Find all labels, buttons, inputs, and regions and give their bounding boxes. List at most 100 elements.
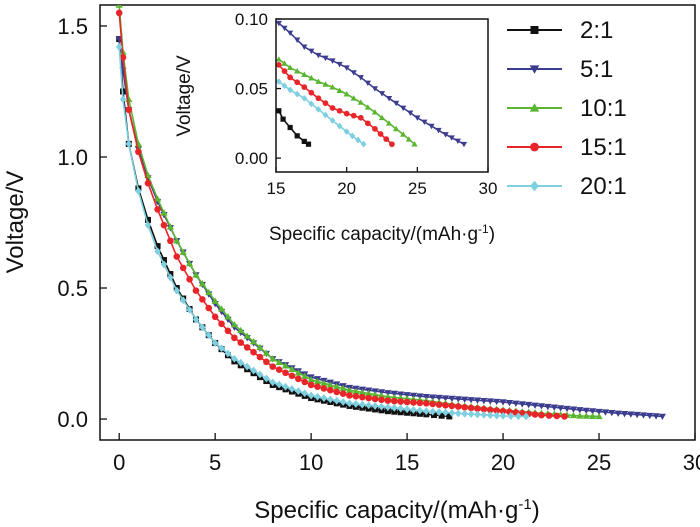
data-point [499, 407, 507, 415]
data-point [473, 397, 482, 404]
data-point [639, 412, 648, 419]
inset-data-point [454, 138, 461, 145]
inset-series-15-1 [276, 62, 395, 148]
data-point [339, 390, 347, 398]
inset-data-point [378, 114, 386, 121]
data-point [422, 400, 430, 407]
inset-data-point [371, 86, 379, 92]
legend-item-5-1: 5:1 [507, 56, 613, 83]
data-point [199, 323, 206, 332]
legend-marker [530, 26, 539, 34]
inset-data-point [301, 44, 308, 50]
inset-data-point [372, 126, 378, 132]
data-point [205, 304, 213, 312]
data-point [327, 395, 334, 404]
inset-data-point [329, 105, 336, 111]
data-point [339, 384, 347, 392]
inset-data-point [393, 100, 400, 107]
data-point [365, 394, 373, 402]
inset-data-point [315, 78, 322, 84]
inset-data-point [400, 105, 407, 112]
inset-data-point [343, 90, 350, 97]
inset-series-2-1 [276, 108, 312, 147]
inset-data-point [343, 110, 350, 117]
data-point [199, 296, 206, 303]
data-point [160, 260, 168, 269]
data-point [125, 139, 133, 148]
inset-data-point [364, 80, 371, 87]
data-point [320, 385, 328, 392]
data-point [454, 403, 462, 410]
inset-data-point [357, 99, 364, 105]
inset-data-point [365, 120, 371, 127]
data-point [499, 411, 507, 420]
data-point [218, 320, 225, 328]
inset-data-point [308, 74, 315, 81]
data-point [115, 43, 123, 51]
legend-label: 15:1 [580, 134, 627, 161]
y-axis-title: Voltage/V [2, 171, 29, 274]
data-point [480, 397, 488, 405]
inset-data-point [305, 141, 312, 147]
data-point [416, 406, 424, 415]
data-point [237, 339, 245, 346]
inset-data-point [411, 141, 418, 147]
data-point [237, 326, 245, 334]
inset-data-point [385, 120, 393, 126]
data-point [371, 390, 379, 398]
legend-marker [529, 103, 540, 112]
data-point [160, 221, 168, 229]
data-point [288, 372, 296, 380]
data-point [333, 388, 341, 396]
data-point [256, 370, 264, 379]
data-point [446, 413, 453, 420]
data-point [410, 399, 417, 406]
inset-data-point [301, 71, 308, 77]
data-point [448, 409, 456, 417]
inset-data-point [294, 90, 301, 98]
inset-data-point [322, 81, 329, 87]
data-point [186, 275, 193, 283]
data-point [275, 366, 283, 373]
inset-series-5-1 [276, 20, 468, 148]
data-point [384, 403, 392, 412]
data-point [269, 355, 277, 362]
data-point [608, 410, 616, 417]
data-point [179, 296, 187, 305]
data-point [275, 358, 283, 365]
data-point [531, 402, 539, 409]
data-point [295, 375, 302, 383]
data-point [192, 315, 200, 324]
data-point [461, 409, 468, 418]
x-tick-label: 10 [299, 450, 323, 475]
inset-data-point [364, 104, 371, 110]
inset-series-20-1 [276, 78, 367, 148]
data-point [301, 372, 309, 379]
inset-data-point [349, 132, 356, 140]
data-point [429, 394, 437, 401]
data-point [352, 400, 360, 408]
data-point [359, 400, 366, 409]
inset-data-point [315, 95, 322, 102]
y-tick-label: 1.5 [57, 14, 88, 39]
data-point [448, 395, 456, 403]
data-point [493, 398, 501, 406]
inset-series-layer [276, 20, 468, 148]
data-point [307, 391, 315, 400]
inset-data-point [308, 48, 315, 55]
data-point [167, 273, 174, 282]
data-point [307, 376, 315, 383]
data-point [160, 257, 167, 264]
data-point [377, 392, 386, 399]
data-point [115, 5, 123, 8]
data-point [454, 396, 462, 403]
data-point [480, 405, 488, 413]
inset-data-point [276, 62, 282, 68]
inset-data-point [308, 89, 315, 96]
data-point [595, 412, 603, 420]
data-point [378, 402, 385, 411]
data-point [359, 393, 366, 401]
inset-data-point [336, 122, 343, 130]
legend-item-10-1: 10:1 [507, 95, 627, 122]
inset-data-point [355, 136, 361, 144]
